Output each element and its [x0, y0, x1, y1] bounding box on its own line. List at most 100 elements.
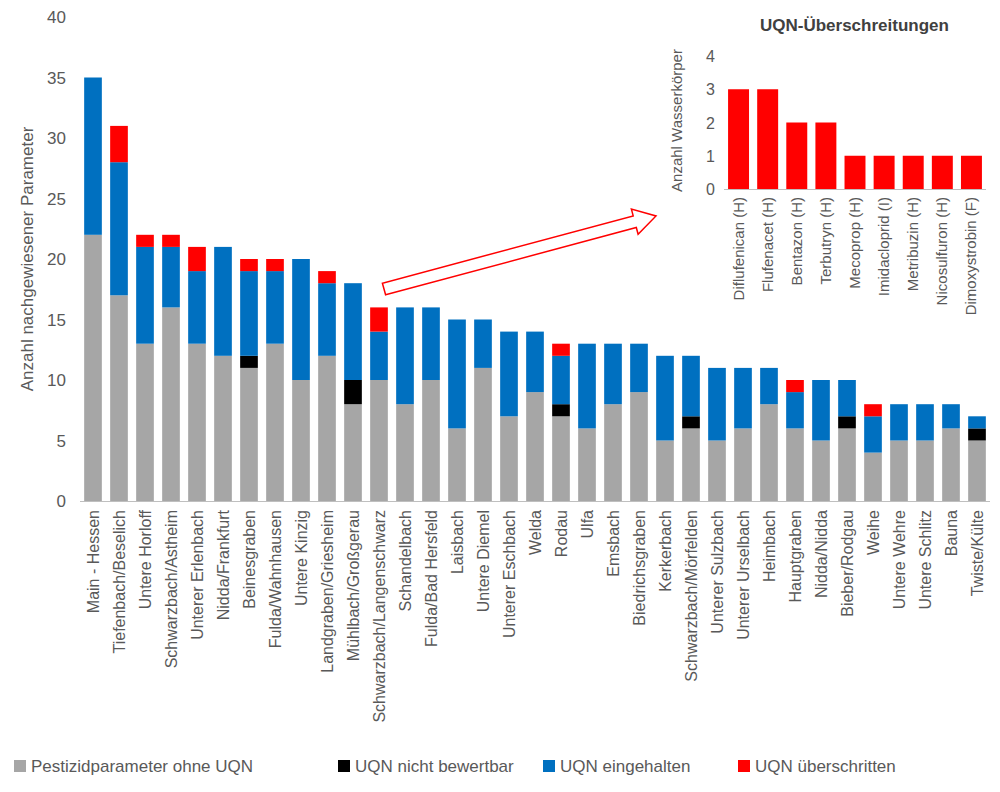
x-tick-label: Twiste/Külte: [969, 510, 986, 596]
x-tick-label: Bieber/Rodgau: [839, 510, 856, 617]
bar-segment: [188, 271, 206, 344]
bar-segment: [318, 271, 336, 283]
bar-segment: [682, 416, 700, 428]
x-tick-label: Laisbach: [449, 510, 466, 574]
x-tick-label: Unterer Erlenbach: [189, 510, 206, 640]
bar-segment: [760, 368, 778, 404]
y-tick: [720, 155, 724, 156]
bar-segment: [656, 355, 674, 356]
bar-segment: [890, 404, 908, 405]
bar-segment: [344, 404, 362, 501]
y-tick-label: 0: [706, 181, 715, 198]
bar-segment: [422, 307, 440, 308]
x-tick-label: Main - Hessen: [85, 510, 102, 613]
inset-background: [650, 0, 1000, 352]
bar-segment: [968, 416, 986, 428]
y-tick-label: 25: [47, 190, 66, 209]
y-tick: [76, 501, 80, 502]
bar-segment: [734, 367, 752, 368]
x-tick-label: Flufenacet (H): [759, 197, 776, 292]
x-tick-label: Emsbach: [605, 510, 622, 577]
bar-segment: [812, 380, 830, 381]
y-tick: [76, 319, 80, 320]
bar-segment: [760, 404, 778, 501]
bar-segment: [552, 356, 570, 404]
bar-segment: [474, 320, 492, 368]
bar-segment: [214, 247, 232, 356]
bar-segment: [448, 320, 466, 429]
bar-segment: [604, 404, 622, 501]
bar-segment: [370, 307, 388, 331]
bar-segment: [318, 356, 336, 501]
y-tick: [720, 189, 724, 190]
x-axis-line: [80, 501, 990, 502]
bar-segment: [292, 380, 310, 501]
y-tick-label: 15: [47, 311, 66, 330]
x-tick-label: Bauna: [943, 510, 960, 556]
x-tick-label: Metribuzin (H): [904, 197, 921, 291]
x-axis: Main - HessenTiefenbach/BeselichUntere H…: [85, 509, 986, 722]
bar-segment: [812, 380, 830, 441]
x-tick-label: Fulda/Wahnhausen: [267, 510, 284, 648]
bar-segment: [526, 331, 544, 332]
bar-segment: [318, 283, 336, 356]
bar-segment: [786, 380, 804, 392]
bar-segment: [604, 344, 622, 405]
bar-segment: [552, 404, 570, 416]
bar-segment: [708, 367, 726, 368]
bar: [757, 89, 778, 189]
inset-x-axis-line: [724, 189, 986, 190]
x-tick-label: Diflufenican (H): [730, 197, 747, 300]
bar-segment: [656, 356, 674, 441]
y-tick: [76, 138, 80, 139]
y-axis: 0510152025303540Anzahl nachgewiesener Pa…: [18, 8, 80, 511]
bar-segment: [916, 441, 934, 502]
x-tick-label: Imidacloprid (I): [875, 197, 892, 296]
bar-segment: [84, 235, 102, 501]
bar-segment: [500, 331, 518, 332]
bar-segment: [630, 344, 648, 392]
bar-segment: [240, 368, 258, 501]
inset-y-axis-title: Anzahl Wasserkörper: [668, 49, 685, 192]
bar-segment: [162, 247, 180, 308]
bar-segment: [578, 343, 596, 344]
bar-segment: [214, 356, 232, 501]
bar-segment: [188, 247, 206, 271]
bar-segment: [890, 441, 908, 502]
y-tick: [76, 259, 80, 260]
y-tick: [76, 380, 80, 381]
bar-segment: [942, 428, 960, 501]
bar-segment: [136, 235, 154, 247]
bar-segment: [968, 441, 986, 502]
bar-segment: [864, 453, 882, 501]
bar-segment: [448, 428, 466, 501]
x-tick-label: Biedrichsgraben: [631, 510, 648, 626]
x-tick-label: Kerkerbach: [657, 510, 674, 592]
y-tick-label: 0: [57, 492, 66, 511]
legend-swatch: [338, 760, 350, 772]
x-tick-label: Untere Kinzig: [293, 510, 310, 606]
bar: [815, 123, 836, 190]
bar-segment: [500, 416, 518, 501]
x-tick-label: Tiefenbach/Beselich: [111, 510, 128, 654]
bar-segment: [84, 78, 102, 235]
legend-swatch: [738, 760, 750, 772]
x-tick-label: Schwarzbach/Mörfelden: [683, 510, 700, 682]
y-tick: [720, 122, 724, 123]
y-tick-label: 10: [47, 371, 66, 390]
x-tick-label: Weihe: [865, 510, 882, 555]
inset-x-axis: Diflufenican (H)Flufenacet (H)Bentazon (…: [730, 197, 980, 315]
bar-segment: [136, 247, 154, 344]
inset-y-axis: 01234: [706, 48, 724, 198]
bar-segment: [604, 343, 622, 344]
bar-segment: [838, 380, 856, 416]
bar-segment: [630, 343, 648, 344]
x-tick-label: Schwarzbach/Astheim: [163, 510, 180, 668]
x-tick-label: Dimoxystrobin (F): [962, 197, 979, 315]
y-tick-label: 5: [57, 432, 66, 451]
y-tick-label: 40: [47, 8, 66, 27]
bar-segment: [396, 307, 414, 308]
legend-label: Pestizidparameter ohne UQN: [31, 757, 253, 776]
bar-segment: [448, 319, 466, 320]
x-tick-label: Untere Schlitz: [917, 510, 934, 610]
